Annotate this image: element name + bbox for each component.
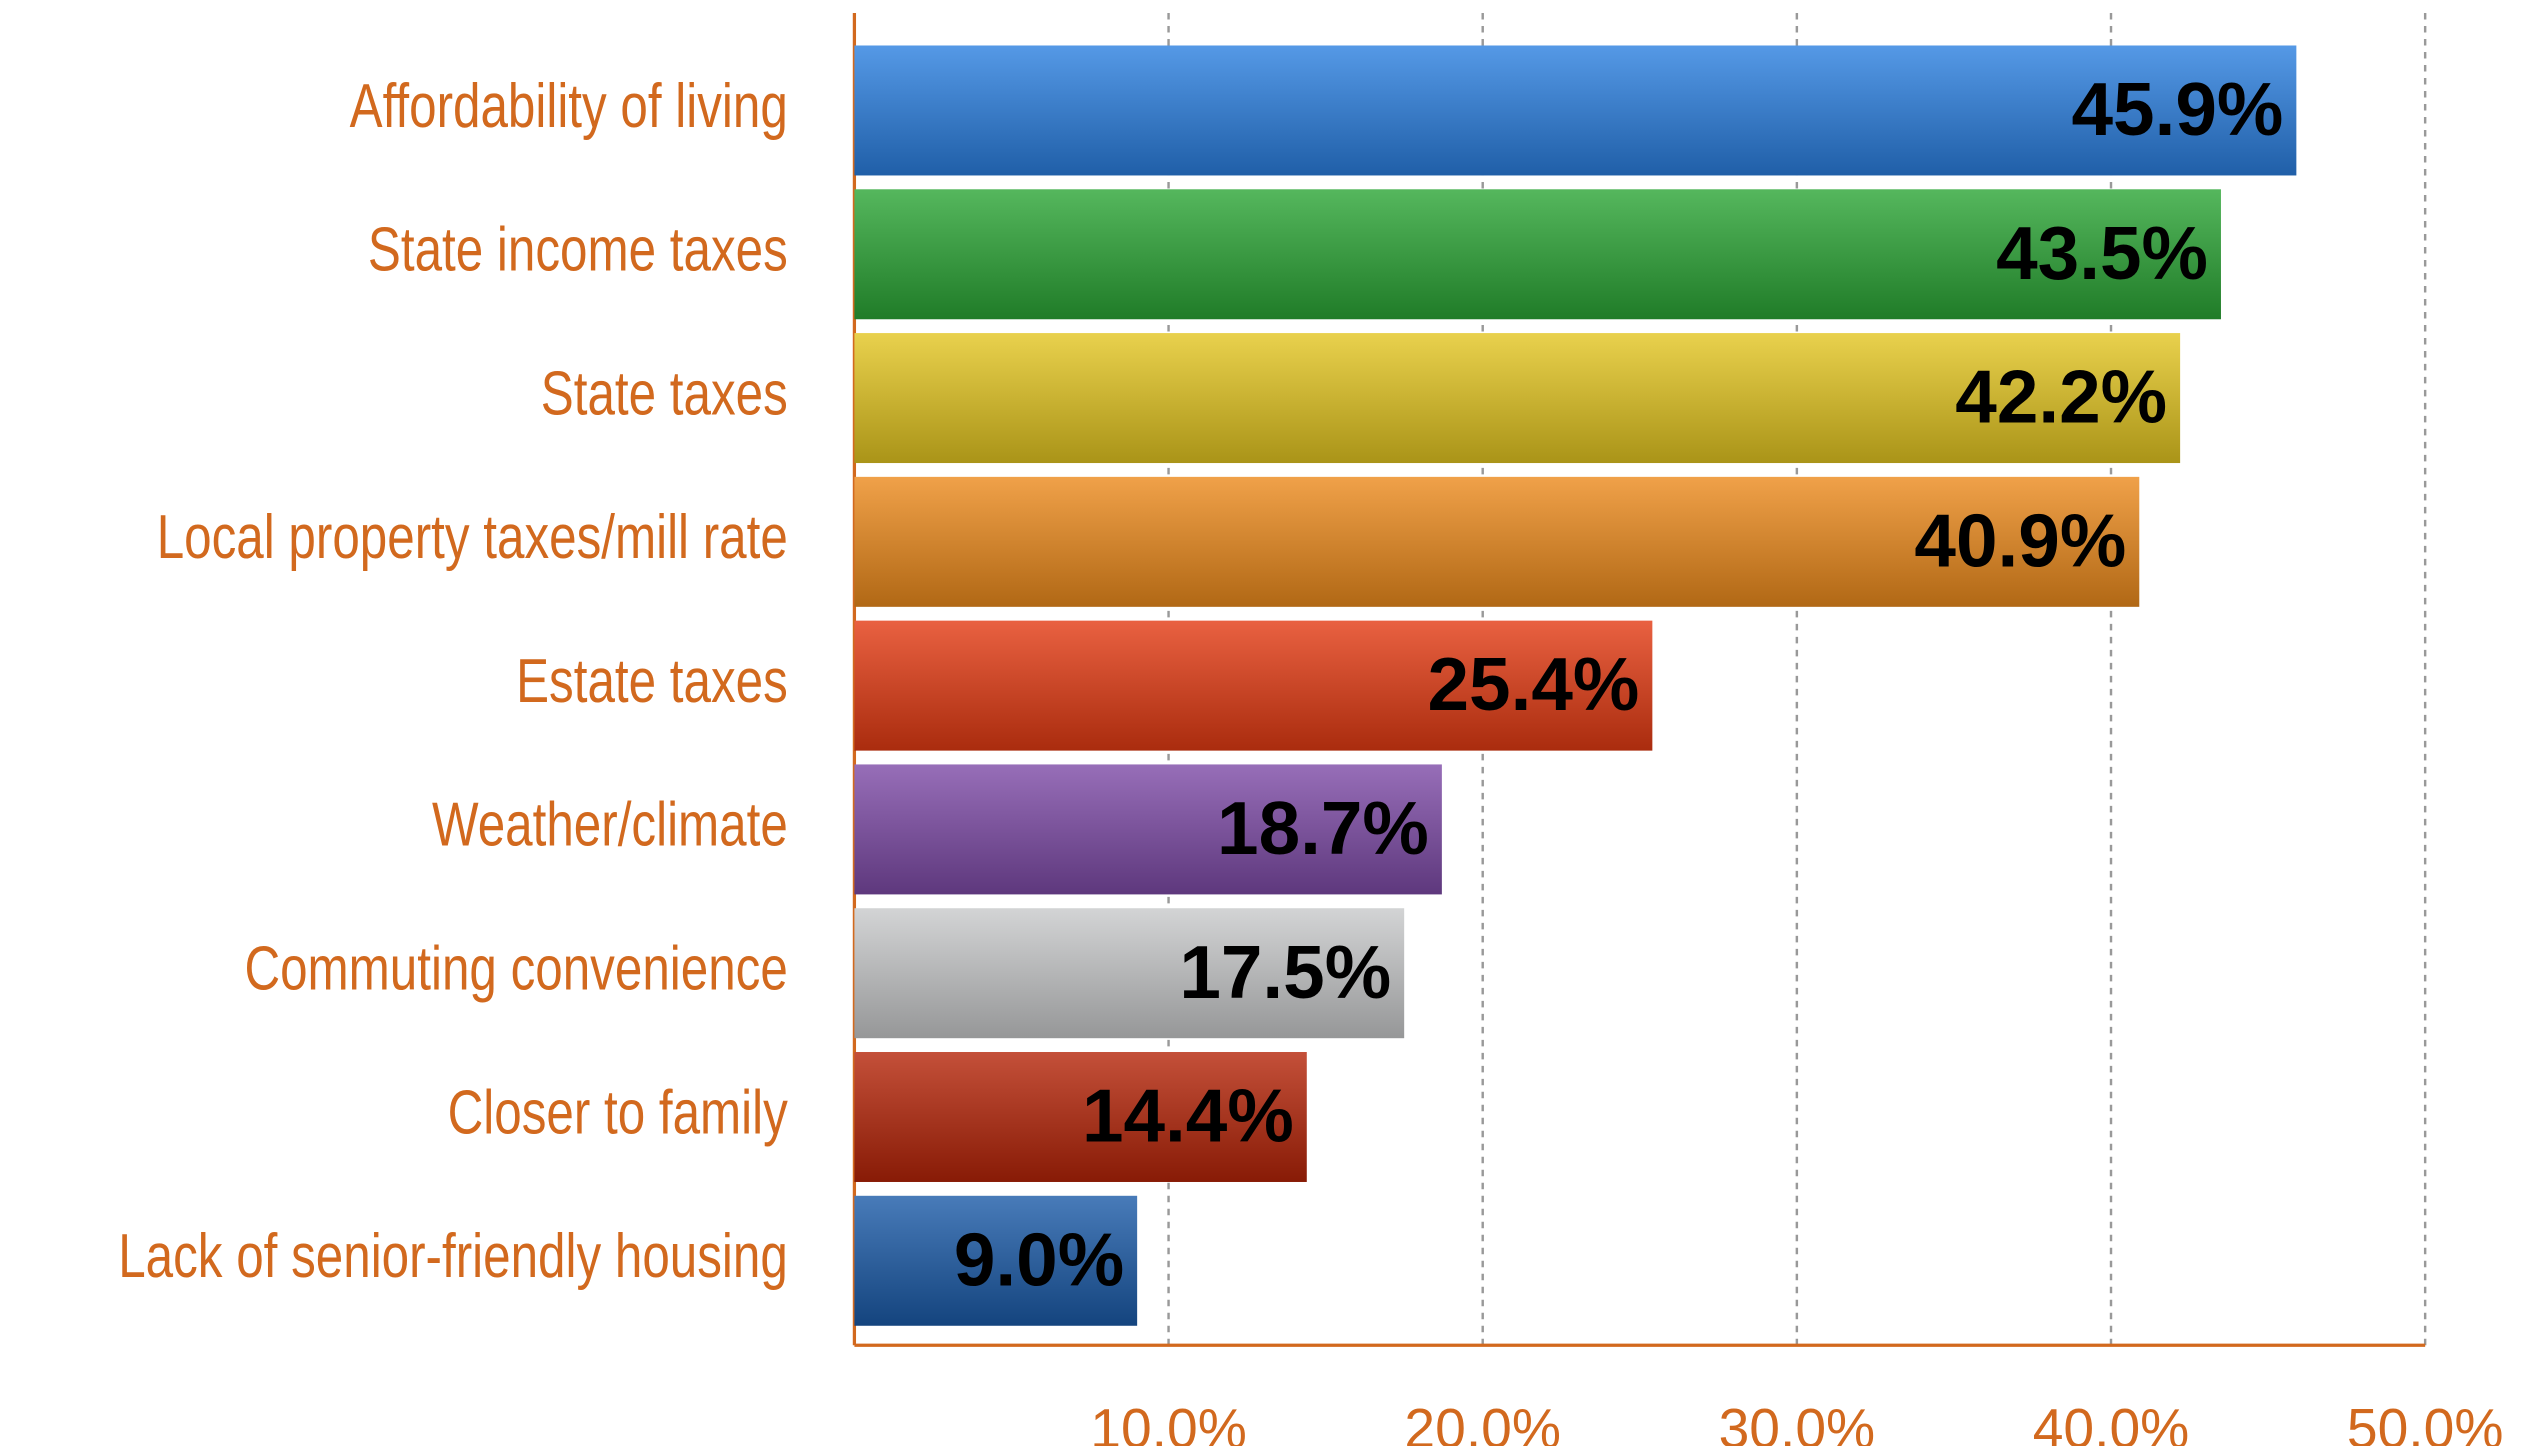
category-label: State income taxes — [368, 214, 788, 284]
value-label: 25.4% — [1428, 642, 1640, 726]
bar — [854, 333, 2181, 464]
x-tick-label: 20.0% — [1404, 1398, 1561, 1446]
bar — [854, 45, 2297, 176]
value-label: 43.5% — [1996, 211, 2208, 295]
bar — [854, 189, 2221, 320]
x-tick-label: 40.0% — [2033, 1398, 2190, 1446]
value-label: 18.7% — [1217, 786, 1429, 870]
x-tick-label: 10.0% — [1090, 1398, 1247, 1446]
category-label: Lack of senior-friendly housing — [118, 1221, 788, 1291]
bar — [854, 620, 1653, 751]
value-label: 45.9% — [2072, 67, 2284, 151]
bar — [854, 476, 2140, 607]
bar — [854, 908, 1405, 1039]
x-tick-label: 30.0% — [1719, 1398, 1876, 1446]
category-label: Closer to family — [448, 1077, 788, 1147]
value-label: 42.2% — [1955, 355, 2167, 439]
bar — [854, 1195, 1138, 1326]
category-label: Commuting convenience — [244, 933, 787, 1003]
category-label: Weather/climate — [432, 789, 788, 859]
value-label: 9.0% — [954, 1217, 1124, 1301]
value-label: 14.4% — [1082, 1074, 1294, 1158]
category-label: Estate taxes — [516, 646, 788, 716]
bar — [854, 1052, 1307, 1182]
value-label: 17.5% — [1179, 930, 1391, 1014]
value-label: 40.9% — [1914, 498, 2126, 582]
category-label: Affordability of living — [350, 70, 788, 140]
x-tick-label: 50.0% — [2347, 1398, 2504, 1446]
bar — [854, 764, 1442, 895]
category-label: State taxes — [541, 358, 788, 428]
category-label: Local property taxes/mill rate — [157, 502, 788, 572]
